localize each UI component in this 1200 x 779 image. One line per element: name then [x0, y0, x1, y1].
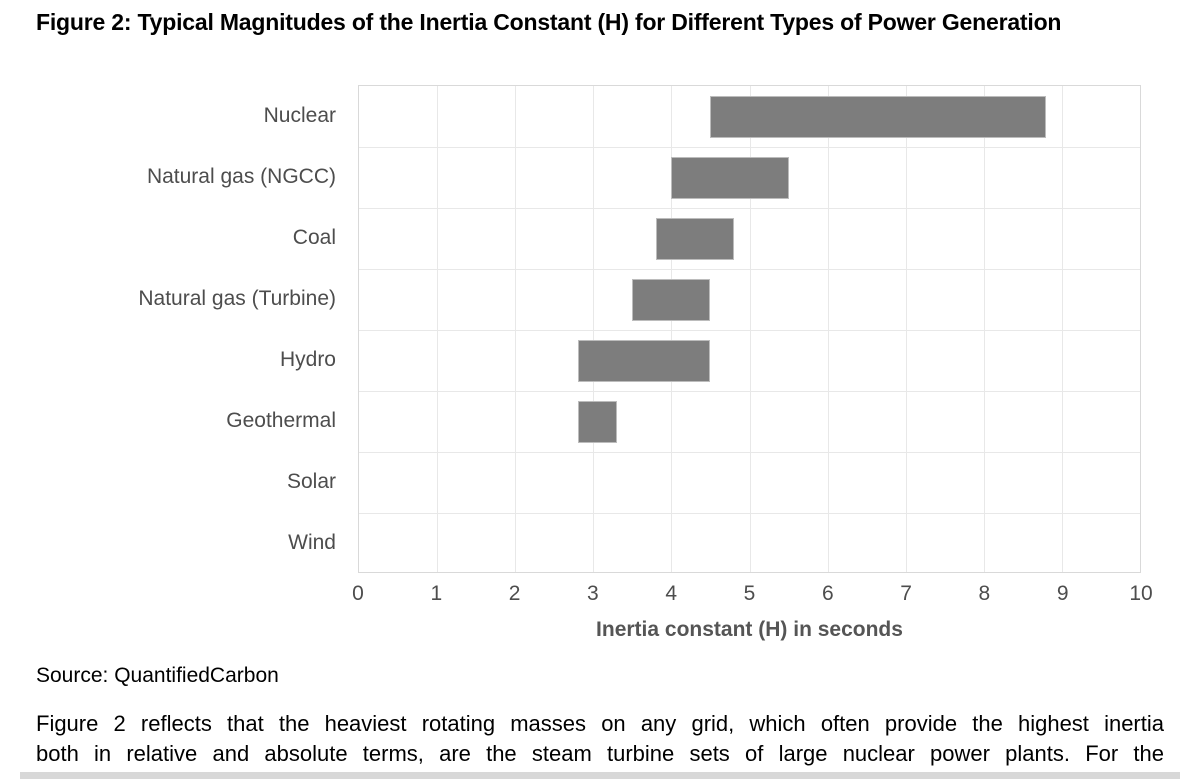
- category-label-hydro: Hydro: [279, 347, 336, 371]
- x-tick-label-4: 4: [665, 582, 678, 605]
- x-tick-label-6: 6: [821, 582, 834, 605]
- plot-area: [358, 85, 1141, 573]
- v-gridline-9: [1061, 86, 1063, 572]
- x-tick-label-10: 10: [1129, 582, 1153, 605]
- category-label-natural-gas-ngcc: Natural gas (NGCC): [146, 164, 336, 188]
- category-label-wind: Wind: [288, 530, 336, 554]
- h-gridline-2: [359, 208, 1140, 209]
- v-gridline-5: [749, 86, 751, 572]
- x-tick-label-2: 2: [508, 582, 521, 605]
- range-bar-hydro: [577, 339, 711, 382]
- category-label-natural-gas-turbine: Natural gas (Turbine): [138, 286, 336, 310]
- v-gridline-3: [593, 86, 595, 572]
- v-gridline-6: [827, 86, 829, 572]
- category-axis-labels: Nuclear Natural gas (NGCC) Coal Natural gas…: [0, 85, 336, 573]
- cutoff-text-remnant: [20, 772, 1180, 779]
- inertia-range-bar-chart: Nuclear Natural gas (NGCC) Coal Natural gas…: [0, 85, 1153, 641]
- figure-title: Figure 2: Typical Magnitudes of the Iner…: [36, 9, 1062, 35]
- v-gridline-1: [437, 86, 439, 572]
- v-gridline-2: [515, 86, 517, 572]
- x-tick-label-5: 5: [743, 582, 756, 605]
- category-label-geothermal: Geothermal: [226, 408, 336, 432]
- h-gridline-6: [359, 452, 1140, 453]
- v-gridline-4: [671, 86, 673, 572]
- category-label-coal: Coal: [292, 225, 336, 249]
- category-label-nuclear: Nuclear: [263, 103, 336, 127]
- h-gridline-3: [359, 269, 1140, 270]
- caption-line-2: both in relative and absolute terms, are…: [36, 741, 1164, 766]
- range-bar-nuclear: [710, 95, 1047, 138]
- range-bar-coal: [655, 217, 734, 260]
- caption-line-1: Figure 2 reflects that the heaviest rota…: [36, 711, 1164, 736]
- source-note: Source: QuantifiedCarbon: [36, 664, 279, 687]
- caption-paragraph: Figure 2 reflects that the heaviest rota…: [36, 709, 1164, 769]
- x-tick-label-8: 8: [978, 582, 991, 605]
- h-gridline-5: [359, 391, 1140, 392]
- range-bar-natural-gas-turbine: [632, 278, 711, 321]
- v-gridline-8: [983, 86, 985, 572]
- x-tick-label-9: 9: [1056, 582, 1069, 605]
- x-tick-label-0: 0: [352, 582, 364, 605]
- x-tick-label-7: 7: [900, 582, 912, 605]
- v-gridline-7: [905, 86, 907, 572]
- range-bar-geothermal: [577, 400, 617, 443]
- h-gridline-1: [359, 147, 1140, 148]
- x-tick-label-1: 1: [430, 582, 443, 605]
- x-tick-label-3: 3: [587, 582, 599, 605]
- x-axis-title: Inertia constant (H) in seconds: [596, 618, 903, 641]
- category-label-solar: Solar: [286, 469, 336, 493]
- h-gridline-7: [359, 513, 1140, 514]
- x-axis-tick-labels: 0 1 2 3 4 5 6 7 8 9 10: [352, 582, 1153, 608]
- range-bar-natural-gas-ngcc: [671, 156, 789, 199]
- h-gridline-4: [359, 330, 1140, 331]
